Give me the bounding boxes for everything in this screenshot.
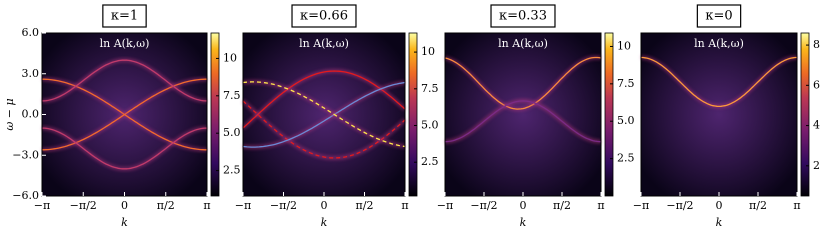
y-axis-label: ω − μ: [3, 98, 16, 130]
colorbar-tick-label: 10: [617, 39, 631, 52]
y-tick-label: −3.0: [12, 148, 39, 161]
x-tick-label: −π/2: [470, 199, 497, 212]
colorbar-tick-label: 6: [813, 78, 820, 91]
colorbar-tick-label: 2.5: [223, 164, 241, 177]
colorbar: [210, 32, 220, 197]
band-curve: [42, 59, 207, 102]
colorbar-tick-label: 2.5: [421, 155, 439, 168]
colorbar-tick-label: 5.0: [223, 126, 241, 139]
panel-title: κ=0.33: [499, 9, 547, 24]
x-tick-label: π/2: [356, 199, 374, 212]
x-tick-label: π: [203, 199, 210, 212]
x-axis-label: k: [121, 216, 128, 229]
x-axis-label: k: [520, 216, 527, 229]
title-box: [490, 4, 556, 28]
x-tick-label: π/2: [749, 199, 767, 212]
band-curve: [444, 56, 602, 110]
band-curve: [444, 100, 602, 143]
panel-annotation: ln A(k,ω): [299, 37, 349, 50]
spectral-bands: [241, 68, 407, 161]
y-tick-label: 0.0: [22, 108, 40, 121]
x-tick-label: π/2: [157, 199, 175, 212]
colorbar-tick-label: 7.5: [617, 77, 635, 90]
band-curve: [42, 113, 207, 151]
x-tick-label: 0: [520, 199, 527, 212]
colorbar-tick-label: 2: [813, 159, 820, 172]
x-tick-label: −π/2: [70, 199, 97, 212]
title-box: [696, 4, 742, 28]
heatmap-background: [641, 33, 797, 196]
heatmap-background: [243, 33, 405, 196]
x-tick-label: π/2: [553, 199, 571, 212]
band-curve: [242, 70, 406, 129]
title-box: [291, 4, 357, 28]
colorbar-tick-label: 10: [421, 45, 435, 58]
x-axis-label: k: [716, 216, 723, 229]
x-tick-label: π: [401, 199, 408, 212]
x-tick-label: −π: [633, 199, 649, 212]
colorbar-tick-label: 5.0: [617, 114, 635, 127]
y-tick-label: 3.0: [22, 67, 40, 80]
x-tick-label: 0: [121, 199, 128, 212]
colorbar-tick-label: 4: [813, 119, 820, 132]
panel-annotation: ln A(k,ω): [100, 37, 150, 50]
colorbar-tick-label: 5.0: [421, 119, 439, 132]
x-tick-label: 0: [321, 199, 328, 212]
x-tick-label: −π/2: [666, 199, 693, 212]
colorbar: [604, 32, 614, 197]
x-tick-label: −π/2: [270, 199, 297, 212]
x-tick-label: π: [597, 199, 604, 212]
title-box: [102, 4, 147, 28]
x-tick-label: 0: [716, 199, 723, 212]
x-tick-label: −π: [34, 199, 50, 212]
x-axis-label: k: [321, 216, 328, 229]
colorbar-tick-label: 10: [223, 51, 237, 64]
colorbar: [408, 32, 418, 197]
spectral-bands: [444, 55, 602, 144]
band-curve: [242, 81, 406, 148]
y-tick-label: −6.0: [12, 189, 39, 202]
panel-title: κ=1: [111, 9, 138, 24]
colorbar-tick-label: 8: [813, 38, 820, 51]
colorbar-tick-label: 7.5: [421, 82, 439, 95]
band-curve: [641, 56, 797, 108]
spectral-bands: [641, 55, 797, 109]
band-curve: [242, 100, 406, 159]
colorbar-tick-label: 7.5: [223, 89, 241, 102]
heatmap-background: [445, 33, 601, 196]
spectral-bands: [42, 58, 207, 171]
colorbar: [800, 32, 810, 197]
band-curve: [242, 81, 406, 148]
panel-title: κ=0.66: [300, 9, 348, 24]
x-tick-label: −π: [235, 199, 251, 212]
x-tick-label: −π: [437, 199, 453, 212]
panel-title: κ=0: [705, 9, 732, 24]
panel-annotation: ln A(k,ω): [498, 37, 548, 50]
colorbar-tick-label: 2.5: [617, 152, 635, 165]
band-curve: [42, 127, 207, 170]
panel-annotation: ln A(k,ω): [694, 37, 744, 50]
y-tick-label: 6.0: [22, 26, 40, 39]
x-tick-label: π: [793, 199, 800, 212]
